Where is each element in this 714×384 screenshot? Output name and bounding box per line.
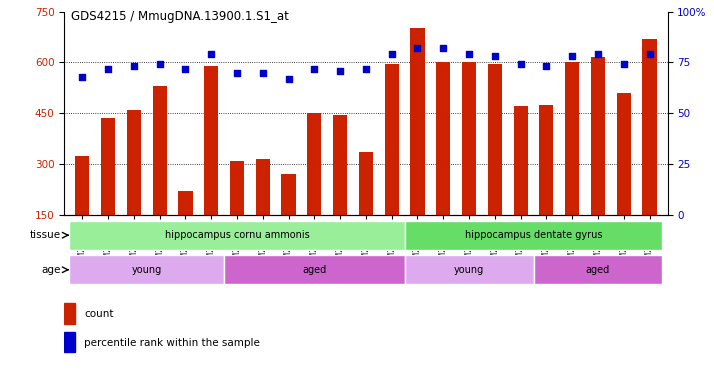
Point [283,76,294,82]
Bar [565,62,579,215]
Bar [69,255,224,285]
Bar [488,64,502,215]
Bar [591,57,605,215]
Bar [256,159,270,215]
Bar [127,110,141,215]
Point [592,51,603,57]
Point [76,74,88,80]
Point [334,68,346,74]
Point [361,65,372,71]
Bar [359,152,373,215]
Point [308,65,320,71]
Bar [385,64,399,215]
Bar [153,86,167,215]
Text: age: age [41,265,61,275]
Text: GDS4215 / MmugDNA.13900.1.S1_at: GDS4215 / MmugDNA.13900.1.S1_at [71,10,289,23]
Bar [333,115,347,215]
Bar [539,105,553,215]
Bar [101,118,115,215]
Point [231,70,243,76]
Point [386,51,398,57]
Bar [204,66,218,215]
Text: aged: aged [586,265,610,275]
Text: aged: aged [302,265,326,275]
Bar [307,113,321,215]
Bar [178,191,193,215]
Point [540,63,552,70]
Point [438,45,449,51]
Bar [64,332,75,353]
Point [154,61,166,68]
Bar [230,161,244,215]
Bar [405,220,663,250]
Point [463,51,475,57]
Bar [281,174,296,215]
Point [515,61,526,68]
Bar [617,93,631,215]
Point [644,51,655,57]
Bar [75,156,89,215]
Point [412,45,423,51]
Bar [64,303,75,323]
Point [206,51,217,57]
Text: count: count [84,309,114,319]
Point [257,70,268,76]
Bar [411,28,425,215]
Bar [69,220,405,250]
Point [489,53,501,60]
Text: tissue: tissue [29,230,61,240]
Point [566,53,578,60]
Bar [405,255,533,285]
Text: percentile rank within the sample: percentile rank within the sample [84,338,260,348]
Bar [224,255,405,285]
Point [180,65,191,71]
Bar [643,39,657,215]
Bar [462,62,476,215]
Text: hippocampus cornu ammonis: hippocampus cornu ammonis [165,230,309,240]
Text: hippocampus dentate gyrus: hippocampus dentate gyrus [465,230,603,240]
Point [618,61,630,68]
Point [102,65,114,71]
Bar [436,62,451,215]
Text: young: young [454,265,484,275]
Bar [513,106,528,215]
Bar [533,255,663,285]
Text: young: young [131,265,162,275]
Point [129,63,140,70]
